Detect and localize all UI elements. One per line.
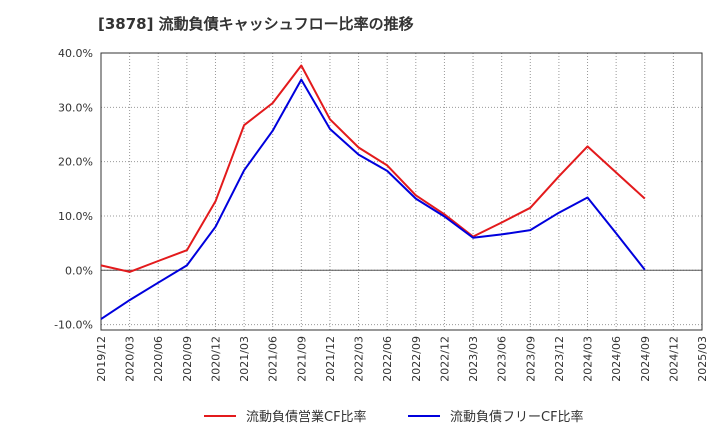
x-tick-label: 2020/09 bbox=[181, 336, 194, 382]
chart-title: [3878] 流動負債キャッシュフロー比率の推移 bbox=[98, 15, 414, 33]
x-tick-label: 2019/12 bbox=[95, 336, 108, 382]
y-tick-label: -10.0% bbox=[54, 319, 93, 332]
x-tick-label: 2021/03 bbox=[238, 336, 251, 382]
x-tick-label: 2022/09 bbox=[410, 336, 423, 382]
series-line-0 bbox=[100, 64, 646, 273]
x-tick-label: 2021/12 bbox=[324, 336, 337, 382]
x-tick-label: 2021/09 bbox=[295, 336, 308, 382]
plot-border bbox=[100, 52, 703, 331]
y-tick-label: 0.0% bbox=[65, 264, 93, 277]
legend-swatch-operating-cf bbox=[204, 414, 236, 417]
x-tick-label: 2023/12 bbox=[553, 336, 566, 382]
y-tick-label: 10.0% bbox=[58, 210, 93, 223]
series-line-1 bbox=[100, 78, 646, 320]
y-tick-label: 40.0% bbox=[58, 47, 93, 60]
x-tick-label: 2020/03 bbox=[124, 336, 137, 382]
x-tick-label: 2023/06 bbox=[496, 336, 509, 382]
x-tick-label: 2024/03 bbox=[582, 336, 595, 382]
x-tick-label: 2022/12 bbox=[438, 336, 451, 382]
legend: 流動負債営業CF比率 流動負債フリーCF比率 bbox=[0, 400, 720, 430]
legend-item-free-cf: 流動負債フリーCF比率 bbox=[408, 406, 584, 425]
legend-label-free-cf: 流動負債フリーCF比率 bbox=[450, 410, 584, 425]
x-tick-label: 2022/06 bbox=[381, 336, 394, 382]
x-tick-label: 2020/06 bbox=[152, 336, 165, 382]
line-chart: -10.0% 0.0% 10.0% 20.0% 30.0% 40.0% 2019/12 202… bbox=[54, 47, 709, 382]
legend-swatch-free-cf bbox=[408, 414, 440, 417]
x-tick-label: 2022/03 bbox=[353, 336, 366, 382]
x-tick-label: 2021/06 bbox=[267, 336, 280, 382]
x-tick-label: 2023/03 bbox=[467, 336, 480, 382]
x-tick-label: 2023/09 bbox=[524, 336, 537, 382]
axis-layer: -10.0% 0.0% 10.0% 20.0% 30.0% 40.0% 2019/12 202… bbox=[54, 47, 709, 382]
y-tick-label: 30.0% bbox=[58, 101, 93, 114]
legend-item-operating-cf: 流動負債営業CF比率 bbox=[204, 406, 367, 425]
x-tick-label: 2020/12 bbox=[209, 336, 222, 382]
x-tick-label: 2024/06 bbox=[610, 336, 623, 382]
series-layer bbox=[100, 64, 646, 320]
y-tick-label: 20.0% bbox=[58, 156, 93, 169]
x-tick-label: 2025/03 bbox=[696, 336, 709, 382]
grid-layer bbox=[100, 52, 703, 330]
x-tick-label: 2024/12 bbox=[667, 336, 680, 382]
x-tick-label: 2024/09 bbox=[639, 336, 652, 382]
legend-label-operating-cf: 流動負債営業CF比率 bbox=[246, 410, 367, 425]
